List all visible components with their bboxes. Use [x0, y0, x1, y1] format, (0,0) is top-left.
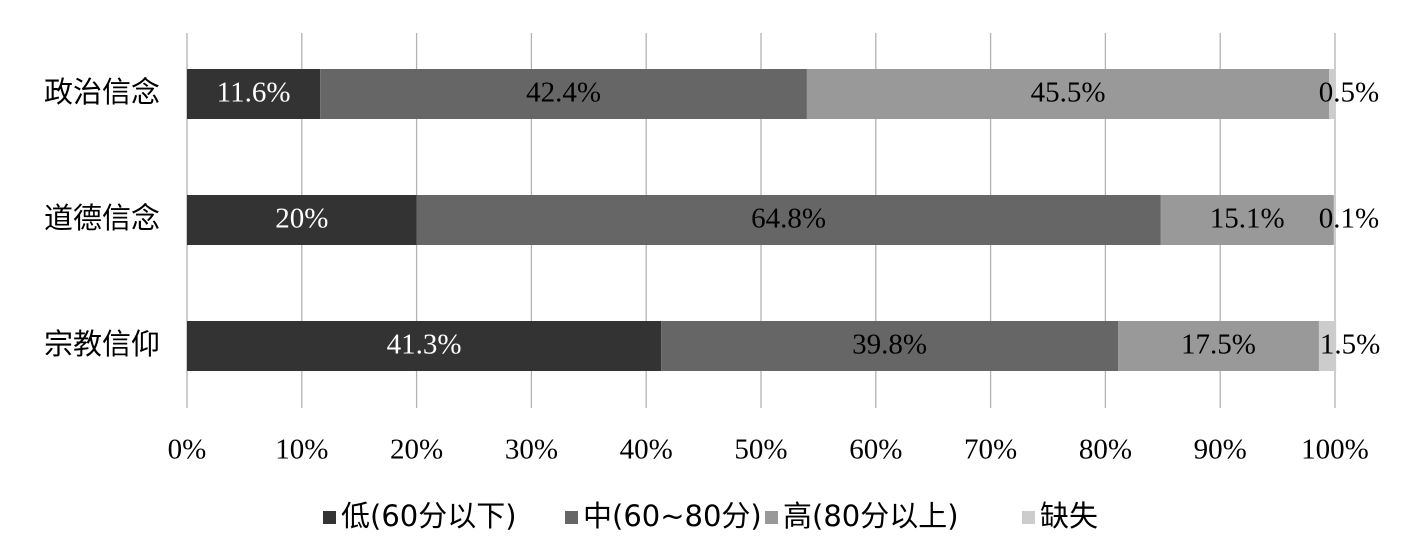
data-label: 42.4%	[526, 77, 601, 109]
y-tick-label: 道德信念	[44, 201, 160, 235]
data-label: 45.5%	[1031, 77, 1106, 109]
legend-swatch	[323, 511, 336, 524]
data-label: 0.5%	[1319, 77, 1379, 109]
data-label: 20%	[275, 203, 328, 235]
legend-label: 缺失	[1040, 499, 1098, 533]
data-label: 41.3%	[387, 329, 462, 361]
x-tick-label: 70%	[964, 434, 1017, 466]
bar-segment	[187, 321, 662, 371]
bar-segment	[187, 69, 321, 119]
x-tick-label: 50%	[734, 434, 787, 466]
x-tick-label: 60%	[849, 434, 902, 466]
bar-segment	[1118, 321, 1319, 371]
bar-segment	[320, 69, 807, 119]
legend-label: 低(60分以下)	[341, 499, 517, 533]
y-tick-label: 宗教信仰	[44, 327, 160, 361]
data-label: 17.5%	[1181, 329, 1256, 361]
legend-swatch	[765, 511, 778, 524]
data-label: 11.6%	[217, 77, 291, 109]
x-tick-label: 30%	[505, 434, 558, 466]
bar-segment	[416, 195, 1161, 245]
x-tick-label: 90%	[1194, 434, 1247, 466]
x-tick-label: 40%	[620, 434, 673, 466]
x-tick-label: 80%	[1079, 434, 1132, 466]
legend-swatch	[565, 511, 578, 524]
bar-segment	[1329, 69, 1335, 119]
data-label: 39.8%	[852, 329, 927, 361]
data-label: 1.5%	[1320, 329, 1380, 361]
data-label: 64.8%	[751, 203, 826, 235]
x-tick-label: 0%	[168, 434, 207, 466]
legend-label: 高(80分以上)	[783, 499, 959, 533]
bar-segment	[661, 321, 1119, 371]
legend-swatch	[1022, 511, 1035, 524]
data-label: 0.1%	[1319, 203, 1379, 235]
x-tick-label: 100%	[1301, 434, 1369, 466]
x-tick-label: 10%	[275, 434, 328, 466]
bar-segment	[187, 195, 417, 245]
x-tick-label: 20%	[390, 434, 443, 466]
bar-segment	[1318, 321, 1337, 371]
y-tick-label: 政治信念	[44, 75, 160, 109]
legend-label: 中(60~80分)	[583, 499, 762, 533]
bar-segment	[1333, 195, 1335, 245]
bar-segment	[1160, 195, 1334, 245]
bar-segment	[806, 69, 1330, 119]
data-label: 15.1%	[1210, 203, 1285, 235]
